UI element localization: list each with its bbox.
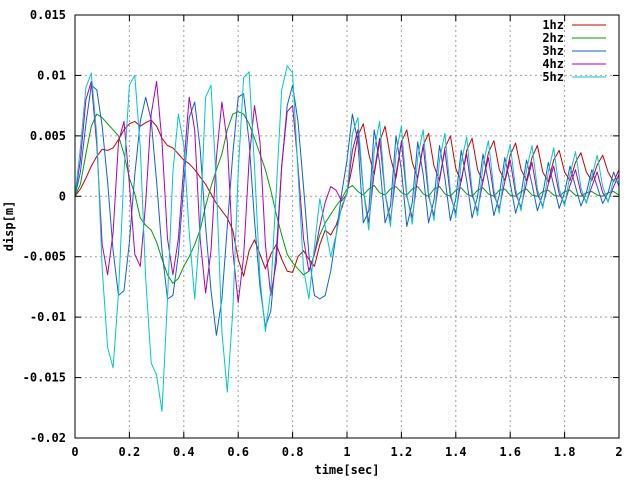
x-tick-label: 1.2 bbox=[391, 445, 413, 459]
x-tick-label: 0.2 bbox=[119, 445, 141, 459]
y-tick-label: -0.02 bbox=[30, 431, 66, 445]
y-tick-label: 0 bbox=[59, 189, 66, 203]
x-axis-label: time[sec] bbox=[314, 463, 379, 477]
series-line-5hz bbox=[74, 65, 620, 412]
x-tick-label: 1 bbox=[343, 445, 350, 459]
legend-label-1hz: 1hz bbox=[542, 18, 564, 32]
x-tick-label: 1.4 bbox=[445, 445, 467, 459]
x-tick-label: 0 bbox=[71, 445, 78, 459]
series-line-3hz bbox=[74, 84, 620, 336]
y-tick-label: 0.015 bbox=[30, 8, 66, 22]
legend-label-4hz: 4hz bbox=[542, 57, 564, 71]
x-tick-label: 1.6 bbox=[499, 445, 521, 459]
y-tick-label: 0.01 bbox=[37, 68, 66, 82]
legend-label-5hz: 5hz bbox=[542, 70, 564, 84]
y-axis-label: disp[m] bbox=[2, 201, 16, 252]
series-lines bbox=[74, 65, 620, 412]
x-tick-label: 2 bbox=[615, 445, 622, 459]
y-tick-label: -0.005 bbox=[23, 250, 66, 264]
y-tick-label: -0.01 bbox=[30, 310, 66, 324]
x-tick-label: 1.8 bbox=[554, 445, 576, 459]
legend-label-3hz: 3hz bbox=[542, 44, 564, 58]
series-line-1hz bbox=[74, 119, 620, 277]
y-tick-label: 0.005 bbox=[30, 129, 66, 143]
x-tick-label: 0.8 bbox=[282, 445, 304, 459]
y-tick-label: -0.015 bbox=[23, 371, 66, 385]
series-line-2hz bbox=[74, 111, 620, 284]
legend-label-2hz: 2hz bbox=[542, 31, 564, 45]
axis-ticks: 0 0.2 0.4 0.6 0.8 1 1.2 1.4 1.6 1.8 2 -0.02 -0.015 -0… bbox=[23, 8, 623, 459]
x-tick-label: 0.4 bbox=[173, 445, 195, 459]
x-tick-label: 0.6 bbox=[227, 445, 249, 459]
